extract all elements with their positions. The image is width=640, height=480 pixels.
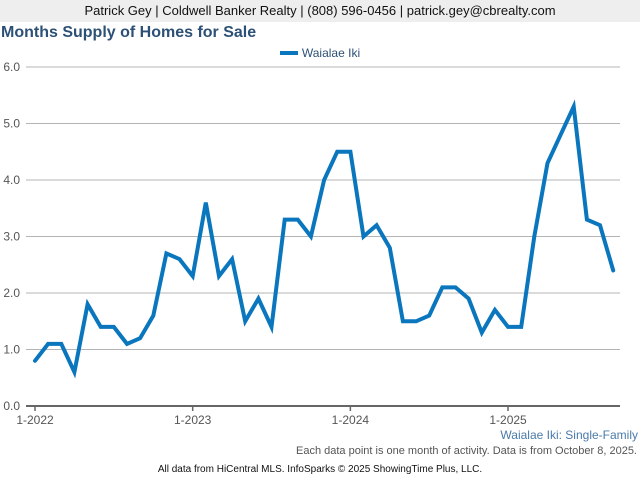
legend-label: Waialae Iki (301, 46, 361, 60)
y-tick-label: 3.0 (3, 230, 20, 244)
chart-svg: 0.0 1.0 2.0 3.0 4.0 5.0 6.0 1-2022 1-2023 1-2024… (3, 60, 620, 427)
series-line (33, 99, 616, 379)
legend-swatch-icon (279, 50, 298, 55)
data-note: Each data point is one month of activity… (296, 445, 637, 457)
x-tick-label: 1-2022 (16, 413, 54, 427)
series-layer (33, 99, 616, 379)
footer-credit: All data from HiCentral MLS. InfoSparks … (157, 464, 483, 475)
x-tick-label: 1-2023 (174, 413, 212, 427)
contact-text: Patrick Gey | Coldwell Banker Realty | (… (84, 3, 556, 18)
contact-header: Patrick Gey | Coldwell Banker Realty | (… (0, 0, 640, 22)
y-tick-label: 4.0 (3, 173, 20, 187)
x-tick-label: 1-2024 (332, 413, 370, 427)
x-tick-label: 1-2025 (489, 413, 527, 427)
y-tick-label: 2.0 (3, 286, 20, 300)
x-axis: 1-2022 1-2023 1-2024 1-2025 (16, 405, 620, 427)
y-tick-label: 5.0 (3, 117, 20, 131)
y-tick-label: 0.0 (3, 399, 20, 413)
grid-lines (26, 66, 620, 350)
y-tick-label: 6.0 (3, 60, 20, 74)
chart-title: Months Supply of Homes for Sale (1, 24, 257, 41)
series-caption: Waialae Iki: Single-Family (500, 428, 638, 442)
y-axis-ticks: 0.0 1.0 2.0 3.0 4.0 5.0 6.0 (3, 60, 20, 413)
y-tick-label: 1.0 (3, 343, 20, 357)
legend: Waialae Iki (0, 46, 640, 60)
